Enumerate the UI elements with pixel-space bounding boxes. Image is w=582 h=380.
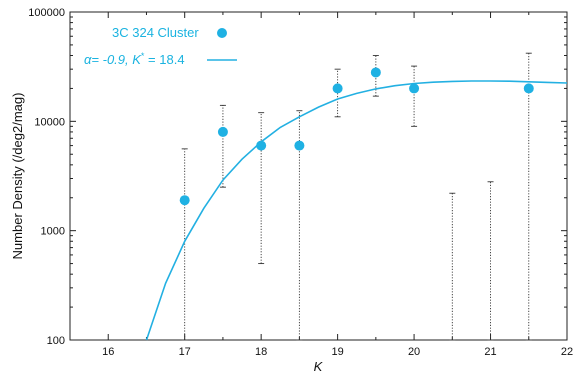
data-point [294,140,305,151]
legend-line-label-prefix: α= -0.9, [84,52,132,67]
tick-labels: 16 17 18 19 20 21 22 100 1000 10000 100000 [28,7,573,358]
x-tick-label: 21 [484,346,496,358]
legend-line-label-suffix: = 18.4 [144,52,184,67]
y-axis-title: Number Density (/deg2/mag) [10,93,25,260]
model-curve-group [145,80,568,341]
y-tick-label: 100 [47,335,65,347]
y-tick-label: 1000 [41,226,65,238]
y-tick-label: 10000 [34,116,65,128]
data-point [409,83,420,94]
data-point [523,83,534,94]
y-tick-label: 100000 [28,7,65,19]
x-tick-label: 20 [408,346,420,358]
legend-points-label: 3C 324 Cluster [112,25,199,40]
x-axis-title: K [314,359,324,374]
legend: 3C 324 Cluster α= -0.9, K* = 18.4 [84,25,237,67]
error-bars [181,52,532,341]
data-point [217,126,228,137]
data-point [179,195,190,206]
data-point [370,67,381,78]
legend-point-marker [217,28,227,38]
x-tick-label: 19 [331,346,343,358]
legend-line-label-var: K [132,52,142,67]
x-tick-label: 22 [561,346,573,358]
data-points [179,67,534,206]
legend-line-label-sup: * [141,51,145,61]
model-curve [145,80,568,341]
data-point [256,140,267,151]
axis-ticks [69,11,568,341]
x-tick-label: 16 [102,346,114,358]
plot-frame [69,11,568,341]
x-tick-label: 18 [255,346,267,358]
legend-line-label: α= -0.9, K* = 18.4 [84,51,185,67]
data-point [332,83,343,94]
x-tick-label: 17 [179,346,191,358]
